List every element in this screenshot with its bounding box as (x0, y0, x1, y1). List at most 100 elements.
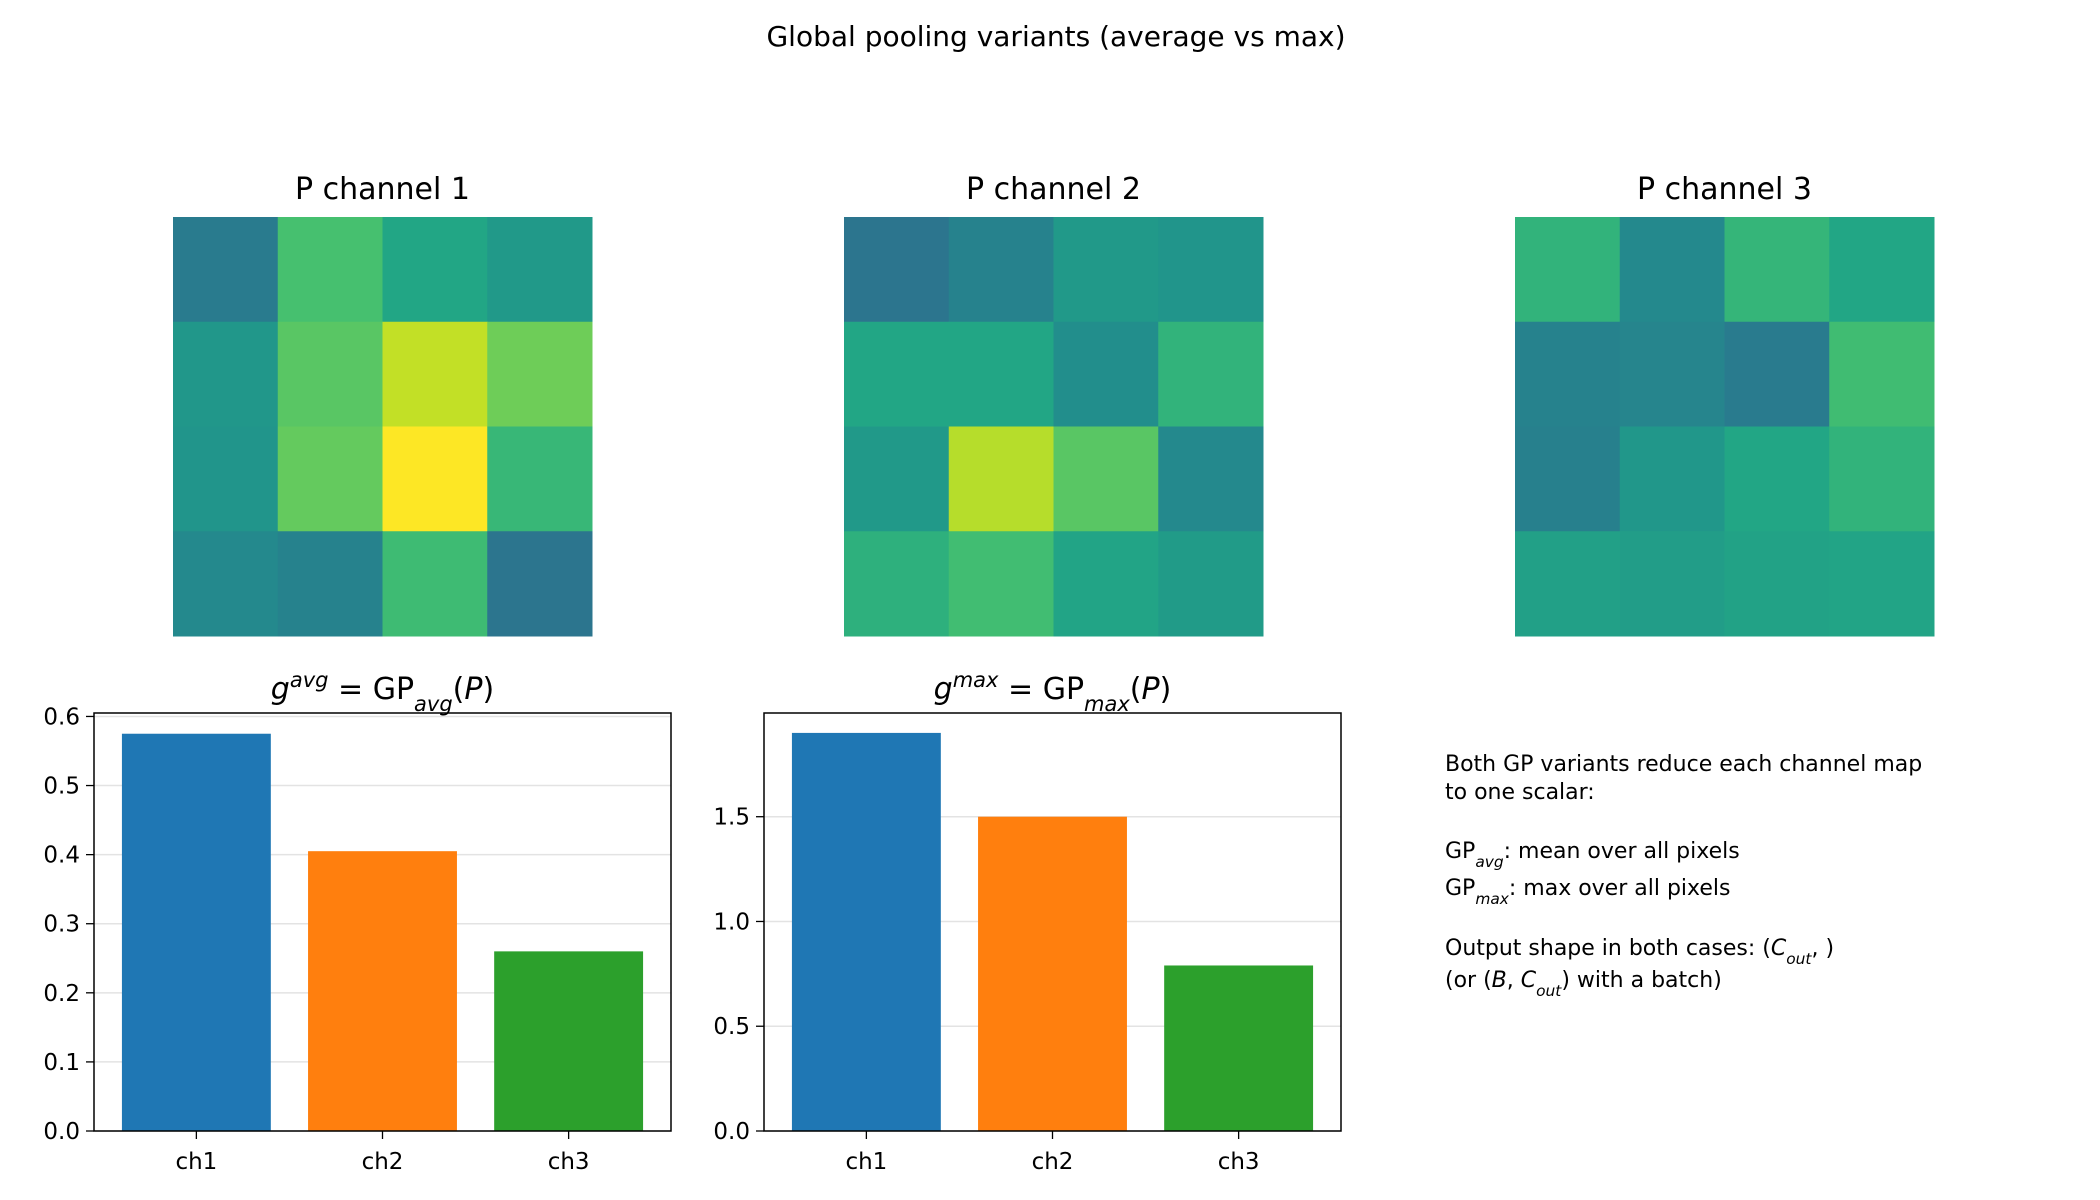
subplot-title: P channel 3 (1637, 172, 1812, 207)
figure-title: Global pooling variants (average vs max) (766, 20, 1345, 53)
text-segment: avg (290, 668, 329, 692)
heatmap-cell (382, 321, 488, 427)
x-tick-label: ch1 (845, 1149, 887, 1175)
heatmap-cell (277, 531, 383, 637)
x-tick-label: ch2 (362, 1149, 404, 1175)
bar (121, 733, 271, 1131)
y-tick-label: 0.4 (43, 843, 80, 869)
y-tick-label: 1.0 (713, 909, 750, 935)
heatmap-cell (277, 426, 383, 532)
heatmap-cell (382, 217, 488, 323)
heatmap-cell (487, 426, 593, 532)
heatmap-cell (948, 426, 1054, 532)
text-segment: GP (1445, 839, 1475, 864)
text-segment: , ) (1811, 936, 1834, 961)
heatmap-cell (1829, 217, 1935, 323)
text-segment: avg (1475, 853, 1504, 871)
text-segment: Both GP variants reduce each channel map (1445, 752, 1922, 777)
heatmap-cell (1158, 217, 1264, 323)
text-segment: max (1475, 890, 1509, 908)
y-tick-label: 0.5 (713, 1014, 750, 1040)
bar (494, 951, 644, 1131)
text-segment: ) with a batch) (1561, 968, 1721, 993)
heatmap-cell (1053, 531, 1159, 637)
heatmap-cell (1158, 426, 1264, 532)
heatmap-cell (277, 321, 383, 427)
heatmap-cell (487, 217, 593, 323)
x-tick-label: ch3 (1218, 1149, 1260, 1175)
text-segment: max (953, 668, 999, 692)
y-tick-label: 0.0 (713, 1119, 750, 1145)
heatmap-cell (948, 531, 1054, 637)
heatmap-cell (1619, 321, 1725, 427)
text-segment: avg (414, 692, 453, 716)
heatmap-cell (1158, 531, 1264, 637)
text-segment: g (271, 672, 290, 707)
heatmap-cell (1829, 321, 1935, 427)
text-segment: : max over all pixels (1509, 876, 1731, 901)
heatmap-cell (1619, 217, 1725, 323)
heatmap-cell (1053, 426, 1159, 532)
note-line: GPmax: max over all pixels (1445, 876, 1731, 908)
y-tick-label: 0.5 (43, 774, 80, 800)
heatmap-cell (1053, 321, 1159, 427)
axes-frame (93, 712, 672, 1132)
text-segment: out (1536, 982, 1562, 1000)
x-tick-label: ch3 (548, 1149, 590, 1175)
heatmap-cell (844, 426, 950, 532)
text-segment: max (1084, 692, 1130, 716)
heatmap-cell (173, 531, 279, 637)
bar (1164, 965, 1314, 1131)
heatmap-cell (173, 217, 279, 323)
text-segment: : mean over all pixels (1504, 839, 1740, 864)
text-segment: = GP (328, 672, 414, 707)
note-line: (or (B, Cout) with a batch) (1445, 968, 1722, 1000)
heatmap-cell (173, 321, 279, 427)
text-segment: (or ( (1445, 968, 1492, 993)
note-line: Output shape in both cases: (Cout, ) (1445, 936, 1834, 968)
bar (978, 816, 1127, 1131)
text-segment: P (464, 672, 483, 707)
heatmap-cell (382, 531, 488, 637)
text-segment: P (1142, 672, 1161, 707)
subplot-title: P channel 1 (295, 172, 470, 207)
text-segment: out (1786, 950, 1812, 968)
heatmap-cell (1053, 217, 1159, 323)
text-segment: ) (482, 672, 494, 707)
heatmap-cell (487, 321, 593, 427)
subplot-title: P channel 2 (966, 172, 1141, 207)
x-tick-label: ch2 (1032, 1149, 1074, 1175)
heatmap-cell (1515, 426, 1621, 532)
heatmap-cell (382, 426, 488, 532)
text-segment: = GP (998, 672, 1084, 707)
text-segment: ) (1160, 672, 1172, 707)
bar (308, 851, 457, 1131)
heatmap-cell (173, 426, 279, 532)
heatmap-cell (487, 531, 593, 637)
text-segment: Output shape in both cases: ( (1445, 936, 1771, 961)
text-segment: ( (453, 672, 465, 707)
text-segment: C (1771, 936, 1787, 961)
text-segment: C (1521, 968, 1537, 993)
y-tick-label: 0.1 (43, 1050, 80, 1076)
heatmap-cell (1619, 531, 1725, 637)
heatmap-cell (1515, 531, 1621, 637)
note-line: Both GP variants reduce each channel map (1445, 752, 1922, 777)
heatmap-cell (948, 321, 1054, 427)
text-segment: g (934, 672, 953, 707)
heatmap-cell (1619, 426, 1725, 532)
heatmap-cell (1724, 217, 1830, 323)
heatmap-cell (844, 531, 950, 637)
note-line: GPavg: mean over all pixels (1445, 839, 1740, 871)
heatmap-cell (1515, 321, 1621, 427)
heatmap-cell (844, 217, 950, 323)
y-tick-label: 0.6 (43, 704, 80, 730)
subplot-title: gavg = GPavg(P) (271, 668, 494, 716)
text-segment: GP (1445, 876, 1475, 901)
heatmap-cell (277, 217, 383, 323)
y-tick-label: 1.5 (713, 805, 750, 831)
heatmap-cell (1724, 321, 1830, 427)
heatmap-cell (1724, 531, 1830, 637)
